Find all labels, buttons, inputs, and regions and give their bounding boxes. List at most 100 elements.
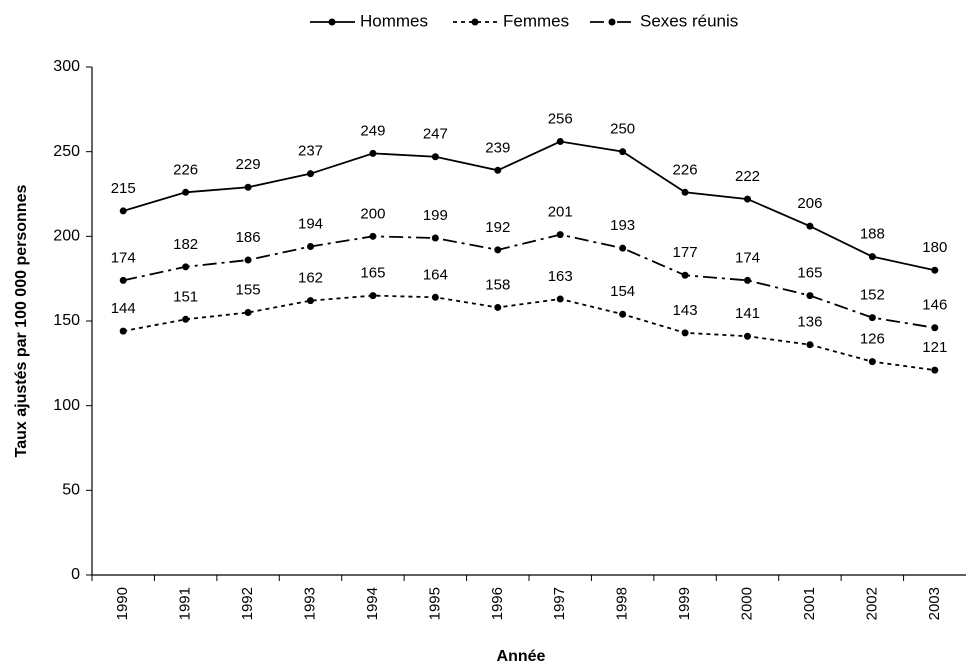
data-label: 249 bbox=[360, 122, 385, 139]
data-point bbox=[369, 149, 377, 157]
data-point bbox=[182, 188, 190, 196]
data-point bbox=[369, 292, 377, 300]
data-point bbox=[868, 253, 876, 261]
data-label: 215 bbox=[111, 180, 136, 197]
data-label: 164 bbox=[423, 266, 448, 283]
data-label: 141 bbox=[735, 305, 760, 322]
data-point bbox=[619, 310, 627, 318]
data-label: 151 bbox=[173, 288, 198, 305]
legend-label: Sexes réunis bbox=[640, 11, 738, 30]
data-point bbox=[431, 293, 439, 301]
y-axis-title: Taux ajustés par 100 000 personnes bbox=[13, 185, 30, 458]
x-tick-label: 1999 bbox=[676, 587, 693, 620]
data-point bbox=[244, 183, 252, 191]
x-axis-title: Année bbox=[497, 648, 546, 665]
data-point bbox=[369, 232, 377, 240]
data-point bbox=[556, 231, 564, 239]
data-point bbox=[307, 297, 314, 305]
data-label: 146 bbox=[922, 297, 947, 314]
data-point bbox=[494, 166, 502, 174]
data-label: 200 bbox=[360, 205, 385, 222]
data-label: 155 bbox=[236, 282, 261, 299]
data-label: 126 bbox=[860, 331, 885, 348]
data-point bbox=[931, 366, 939, 374]
x-tick-label: 2001 bbox=[801, 587, 818, 620]
data-point bbox=[119, 207, 127, 215]
data-point bbox=[182, 315, 190, 323]
data-label: 154 bbox=[610, 283, 635, 300]
legend-marker bbox=[328, 18, 336, 26]
x-tick-label: 1997 bbox=[551, 587, 568, 620]
data-label: 180 bbox=[922, 239, 947, 256]
x-tick-label: 2003 bbox=[926, 587, 943, 620]
data-point bbox=[556, 295, 564, 303]
data-point bbox=[744, 276, 751, 284]
x-tick-label: 1991 bbox=[177, 587, 194, 620]
y-tick-label: 150 bbox=[53, 312, 80, 329]
data-point bbox=[431, 234, 439, 242]
data-label: 194 bbox=[298, 215, 323, 232]
data-label: 256 bbox=[548, 110, 573, 127]
x-tick-label: 1990 bbox=[114, 587, 131, 620]
data-label: 188 bbox=[860, 226, 885, 243]
y-tick-label: 300 bbox=[53, 58, 80, 75]
data-point bbox=[806, 341, 814, 349]
data-point bbox=[119, 276, 127, 284]
y-tick-label: 100 bbox=[53, 397, 80, 414]
data-label: 201 bbox=[548, 204, 573, 221]
data-label: 192 bbox=[485, 219, 510, 236]
data-label: 163 bbox=[548, 268, 573, 285]
x-tick-label: 1996 bbox=[489, 587, 506, 620]
x-tick-label: 2000 bbox=[738, 587, 755, 620]
x-tick-label: 2002 bbox=[863, 587, 880, 620]
x-tick-label: 1995 bbox=[426, 587, 443, 620]
data-point bbox=[744, 195, 751, 203]
data-point bbox=[619, 148, 627, 156]
y-tick-label: 50 bbox=[62, 482, 80, 499]
y-tick-label: 250 bbox=[53, 143, 80, 160]
data-label: 229 bbox=[236, 156, 261, 173]
data-point bbox=[182, 263, 190, 271]
x-tick-label: 1992 bbox=[239, 587, 256, 620]
data-point bbox=[931, 266, 939, 274]
data-label: 182 bbox=[173, 236, 198, 253]
data-point bbox=[119, 327, 127, 335]
data-label: 144 bbox=[111, 300, 136, 317]
x-tick-label: 1998 bbox=[614, 587, 631, 620]
data-point bbox=[806, 292, 814, 300]
series-line bbox=[123, 294, 935, 371]
data-point bbox=[244, 256, 252, 264]
x-tick-label: 1993 bbox=[301, 587, 318, 620]
data-label: 136 bbox=[797, 314, 822, 331]
data-label: 186 bbox=[236, 229, 261, 246]
data-label: 177 bbox=[673, 244, 698, 261]
data-point bbox=[244, 309, 252, 317]
data-label: 162 bbox=[298, 270, 323, 287]
data-label: 250 bbox=[610, 121, 635, 138]
x-tick-label: 1994 bbox=[364, 587, 381, 620]
data-label: 193 bbox=[610, 217, 635, 234]
legend-label: Hommes bbox=[360, 11, 428, 30]
data-label: 121 bbox=[922, 339, 947, 356]
data-label: 226 bbox=[173, 161, 198, 178]
series-line bbox=[122, 140, 935, 272]
data-point bbox=[494, 246, 502, 254]
series-line bbox=[123, 233, 935, 329]
y-tick-label: 200 bbox=[53, 228, 80, 245]
data-point bbox=[431, 153, 439, 161]
data-label: 222 bbox=[735, 168, 760, 185]
data-point bbox=[307, 242, 314, 250]
data-point bbox=[868, 314, 876, 322]
data-point bbox=[307, 170, 314, 178]
data-point bbox=[868, 358, 876, 366]
data-point bbox=[681, 271, 689, 279]
data-point bbox=[681, 329, 689, 337]
data-label: 165 bbox=[360, 265, 385, 282]
data-label: 143 bbox=[673, 302, 698, 319]
data-label: 247 bbox=[423, 126, 448, 143]
data-label: 237 bbox=[298, 143, 323, 160]
data-point bbox=[806, 222, 814, 230]
legend-marker bbox=[608, 18, 616, 26]
data-label: 152 bbox=[860, 287, 885, 304]
